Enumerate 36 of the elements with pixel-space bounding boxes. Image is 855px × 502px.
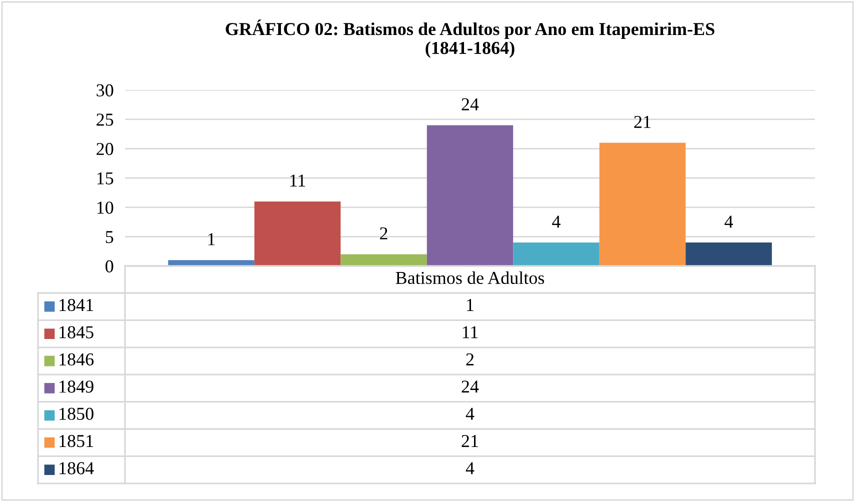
data-label: 4 xyxy=(724,216,733,228)
data-label: 2 xyxy=(380,227,388,240)
legend-label: 1851 xyxy=(60,434,94,448)
bar xyxy=(513,242,600,266)
legend-label: 1841 xyxy=(60,298,94,312)
y-tick-label: 15 xyxy=(97,172,114,184)
text: 4 xyxy=(466,462,474,474)
legend-label: 1850 xyxy=(60,408,94,420)
y-tick-label: 30 xyxy=(96,84,114,96)
y-tick-label: 20 xyxy=(96,142,114,156)
legend-label: 1846 xyxy=(60,353,94,366)
legend-label: 1849 xyxy=(60,380,94,393)
chart-title: GRÁFICO 02: Batismos de Adultos por Ano em Itapemirim-ES (1841-1864) xyxy=(226,20,714,58)
data-label: 11 xyxy=(290,174,306,187)
bar xyxy=(599,142,686,266)
text: 1 xyxy=(467,299,474,311)
legend-label: 1845 xyxy=(60,326,94,338)
text: 24 xyxy=(462,380,479,393)
bar xyxy=(686,242,772,266)
y-tick-label: 0 xyxy=(106,260,114,272)
data-label: 24 xyxy=(462,98,479,110)
y-tick-label: 25 xyxy=(96,114,114,126)
y-tick-label: 10 xyxy=(97,202,114,214)
bar xyxy=(254,201,341,266)
text: 2 xyxy=(466,353,474,366)
bar xyxy=(426,125,514,266)
data-label: 4 xyxy=(552,216,560,228)
text: 21 xyxy=(462,434,478,447)
data-label: 1 xyxy=(208,233,215,246)
data-label: 21 xyxy=(634,116,650,128)
y-tick-label: 5 xyxy=(106,231,114,244)
x-tick-label: Batismos de Adultos xyxy=(396,271,544,284)
legend-label: 1864 xyxy=(60,462,94,474)
text: 4 xyxy=(466,408,474,420)
text: 11 xyxy=(462,326,478,338)
bar xyxy=(340,254,427,266)
